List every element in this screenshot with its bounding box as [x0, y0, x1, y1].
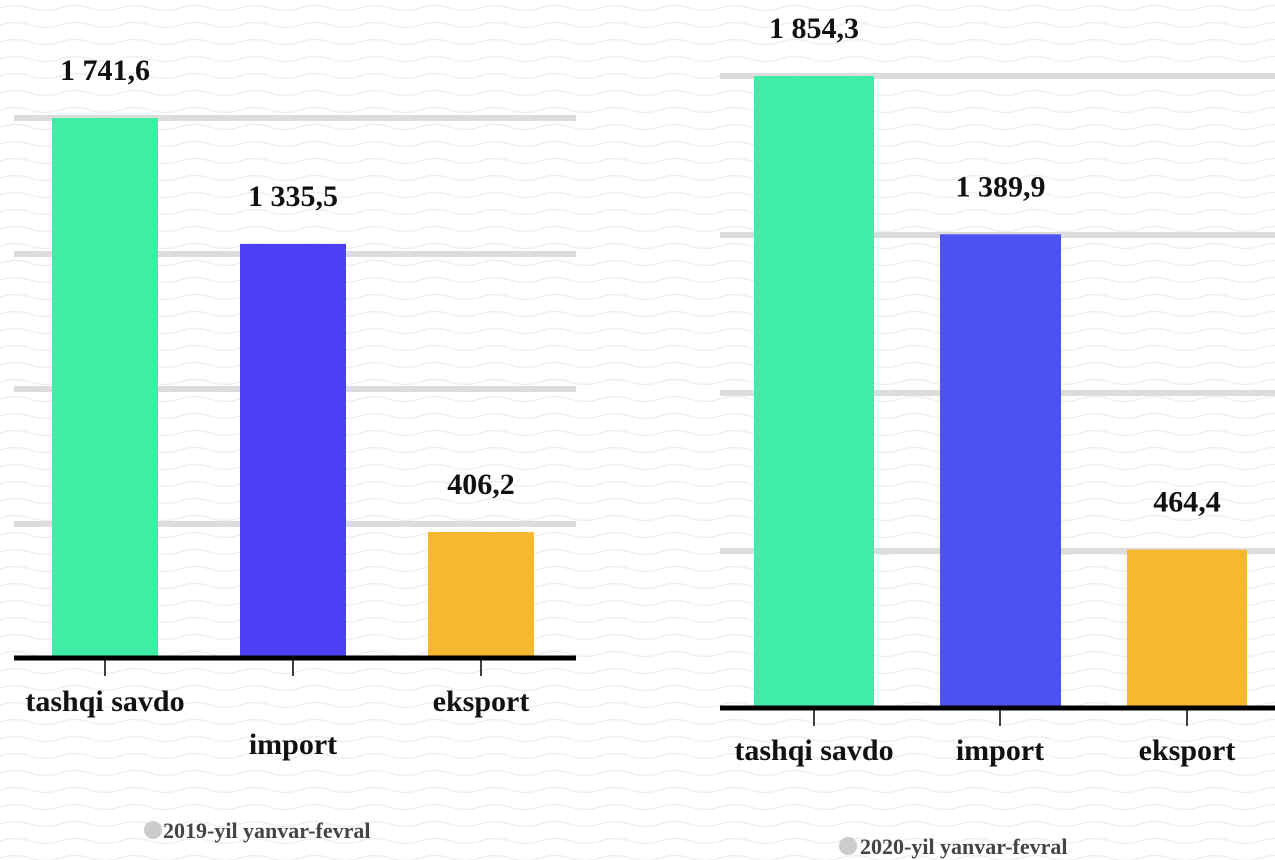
bar-tashqi-savdo	[52, 118, 158, 658]
bar-eksport	[1127, 549, 1247, 708]
chart-2019: 1 741,6 1 335,5 406,2 tashqi savdo import eks…	[14, 54, 576, 843]
bar-import	[240, 243, 346, 658]
bar-import	[940, 234, 1061, 708]
value-label: 1 335,5	[248, 180, 338, 213]
category-label: import	[249, 728, 337, 761]
category-label: tashqi savdo	[25, 685, 184, 718]
value-label: 1 389,9	[956, 170, 1046, 203]
legend-label: 2019-yil yanvar-fevral	[163, 818, 371, 843]
bar-tashqi-savdo	[754, 76, 874, 708]
value-label: 464,4	[1153, 486, 1221, 519]
value-label: 1 741,6	[60, 54, 150, 87]
category-label: import	[956, 734, 1044, 767]
category-label: eksport	[1139, 734, 1236, 767]
legend-label: 2020-yil yanvar-fevral	[860, 834, 1068, 859]
category-label: eksport	[433, 685, 530, 718]
value-label: 1 854,3	[769, 12, 859, 45]
category-label: tashqi savdo	[734, 734, 893, 767]
legend-marker-icon	[839, 837, 857, 855]
bar-eksport	[428, 532, 534, 658]
value-label: 406,2	[447, 468, 515, 501]
chart-2020: 1 854,3 1 389,9 464,4 tashqi savdo import eks…	[720, 12, 1275, 859]
legend-marker-icon	[144, 821, 162, 839]
